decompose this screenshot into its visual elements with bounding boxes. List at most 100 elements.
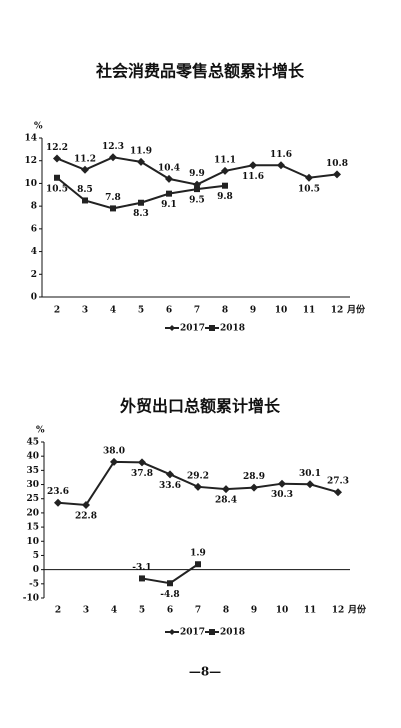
x-tick-label: 2 <box>55 606 61 616</box>
data-label: 9.5 <box>189 196 205 206</box>
y-tick-label: 15 <box>26 523 39 533</box>
y-tick-label: -10 <box>23 594 39 604</box>
marker <box>222 485 230 494</box>
x-tick-label: 3 <box>83 606 89 616</box>
marker <box>109 153 117 162</box>
marker <box>82 500 90 509</box>
x-tick-label: 5 <box>139 606 145 616</box>
data-label: 11.1 <box>214 155 236 165</box>
data-label: 11.6 <box>242 172 264 182</box>
marker <box>166 190 172 197</box>
y-tick-label: 25 <box>26 494 39 504</box>
data-label: 10.5 <box>46 184 68 194</box>
x-tick-label: 10 <box>275 306 288 316</box>
y-tick-label: 20 <box>26 508 39 518</box>
x-tick-label: 8 <box>223 606 229 616</box>
marker <box>81 165 89 174</box>
marker <box>277 161 285 170</box>
data-label: 12.3 <box>102 142 124 152</box>
y-tick-label: 4 <box>31 247 37 257</box>
y-tick-label: 45 <box>26 438 39 448</box>
data-label: 28.4 <box>215 496 237 506</box>
y-axis-label: % <box>34 122 43 132</box>
y-axis-label: % <box>36 426 45 436</box>
data-label: 22.8 <box>75 511 97 521</box>
marker <box>306 480 314 489</box>
data-label: 23.6 <box>47 487 69 497</box>
legend-label: 2018 <box>220 324 245 334</box>
marker <box>334 488 342 497</box>
data-label: 27.3 <box>327 477 349 487</box>
data-label: 28.9 <box>243 472 265 482</box>
x-tick-label: 9 <box>251 606 257 616</box>
marker <box>165 174 173 183</box>
legend-label: 2017 <box>180 628 205 638</box>
data-label: 33.6 <box>159 481 181 491</box>
data-label: -3.1 <box>132 563 151 573</box>
x-tick-label: 5 <box>138 306 144 316</box>
x-tick-label: 7 <box>195 606 201 616</box>
x-tick-label: 12 <box>331 306 344 316</box>
page-number: —8— <box>189 665 221 679</box>
y-tick-label: 5 <box>33 551 39 561</box>
y-tick-label: 10 <box>26 537 39 547</box>
marker <box>82 197 88 204</box>
data-label: 37.8 <box>131 469 153 479</box>
chart-title: 外贸出口总额累计增长 <box>119 397 281 416</box>
x-tick-label: 8 <box>222 306 228 316</box>
marker <box>166 470 174 479</box>
x-tick-label: 7 <box>194 306 200 316</box>
marker <box>305 173 313 182</box>
x-tick-label: 12 <box>332 606 345 616</box>
marker <box>333 170 341 179</box>
data-label: 9.8 <box>217 192 233 202</box>
legend-marker <box>209 629 215 635</box>
x-tick-label: 6 <box>167 606 173 616</box>
y-tick-label: 8 <box>31 202 37 212</box>
y-tick-label: 14 <box>24 134 37 144</box>
marker <box>250 483 258 492</box>
data-label: 9.1 <box>161 200 177 210</box>
y-tick-label: 12 <box>24 156 37 166</box>
marker <box>278 479 286 488</box>
marker <box>110 205 116 212</box>
data-label: 30.1 <box>299 469 321 479</box>
marker <box>138 458 146 467</box>
chart-title: 社会消费品零售总额累计增长 <box>95 62 305 81</box>
x-axis-label: 月份 <box>346 304 366 316</box>
y-tick-label: 40 <box>26 452 39 462</box>
y-tick-label: 35 <box>26 466 39 476</box>
data-label: -4.8 <box>160 590 179 600</box>
data-label: 11.2 <box>74 154 96 164</box>
legend-marker <box>169 629 175 635</box>
data-label: 1.9 <box>190 549 206 559</box>
x-tick-label: 11 <box>303 306 316 316</box>
marker <box>222 182 228 189</box>
data-label: 10.4 <box>158 163 180 173</box>
data-label: 30.3 <box>271 490 293 500</box>
data-label: 9.9 <box>189 169 205 179</box>
legend-label: 2018 <box>220 628 245 638</box>
x-tick-label: 3 <box>82 306 88 316</box>
x-tick-label: 2 <box>54 306 60 316</box>
data-label: 8.3 <box>133 209 149 219</box>
y-tick-label: 30 <box>26 480 39 490</box>
x-tick-label: 4 <box>111 606 117 616</box>
x-tick-label: 6 <box>166 306 172 316</box>
x-tick-label: 11 <box>304 606 317 616</box>
y-tick-label: 0 <box>33 565 39 575</box>
x-tick-label: 4 <box>110 306 116 316</box>
data-label: 11.9 <box>130 146 152 156</box>
marker <box>195 561 201 568</box>
marker <box>194 186 200 193</box>
y-tick-label: 2 <box>31 270 37 280</box>
data-label: 8.5 <box>77 185 93 195</box>
x-tick-label: 10 <box>276 606 289 616</box>
marker <box>110 457 118 466</box>
data-label: 38.0 <box>103 446 125 456</box>
marker <box>249 161 257 170</box>
x-axis-label: 月份 <box>347 604 367 616</box>
data-label: 29.2 <box>187 471 209 481</box>
marker <box>54 174 60 181</box>
